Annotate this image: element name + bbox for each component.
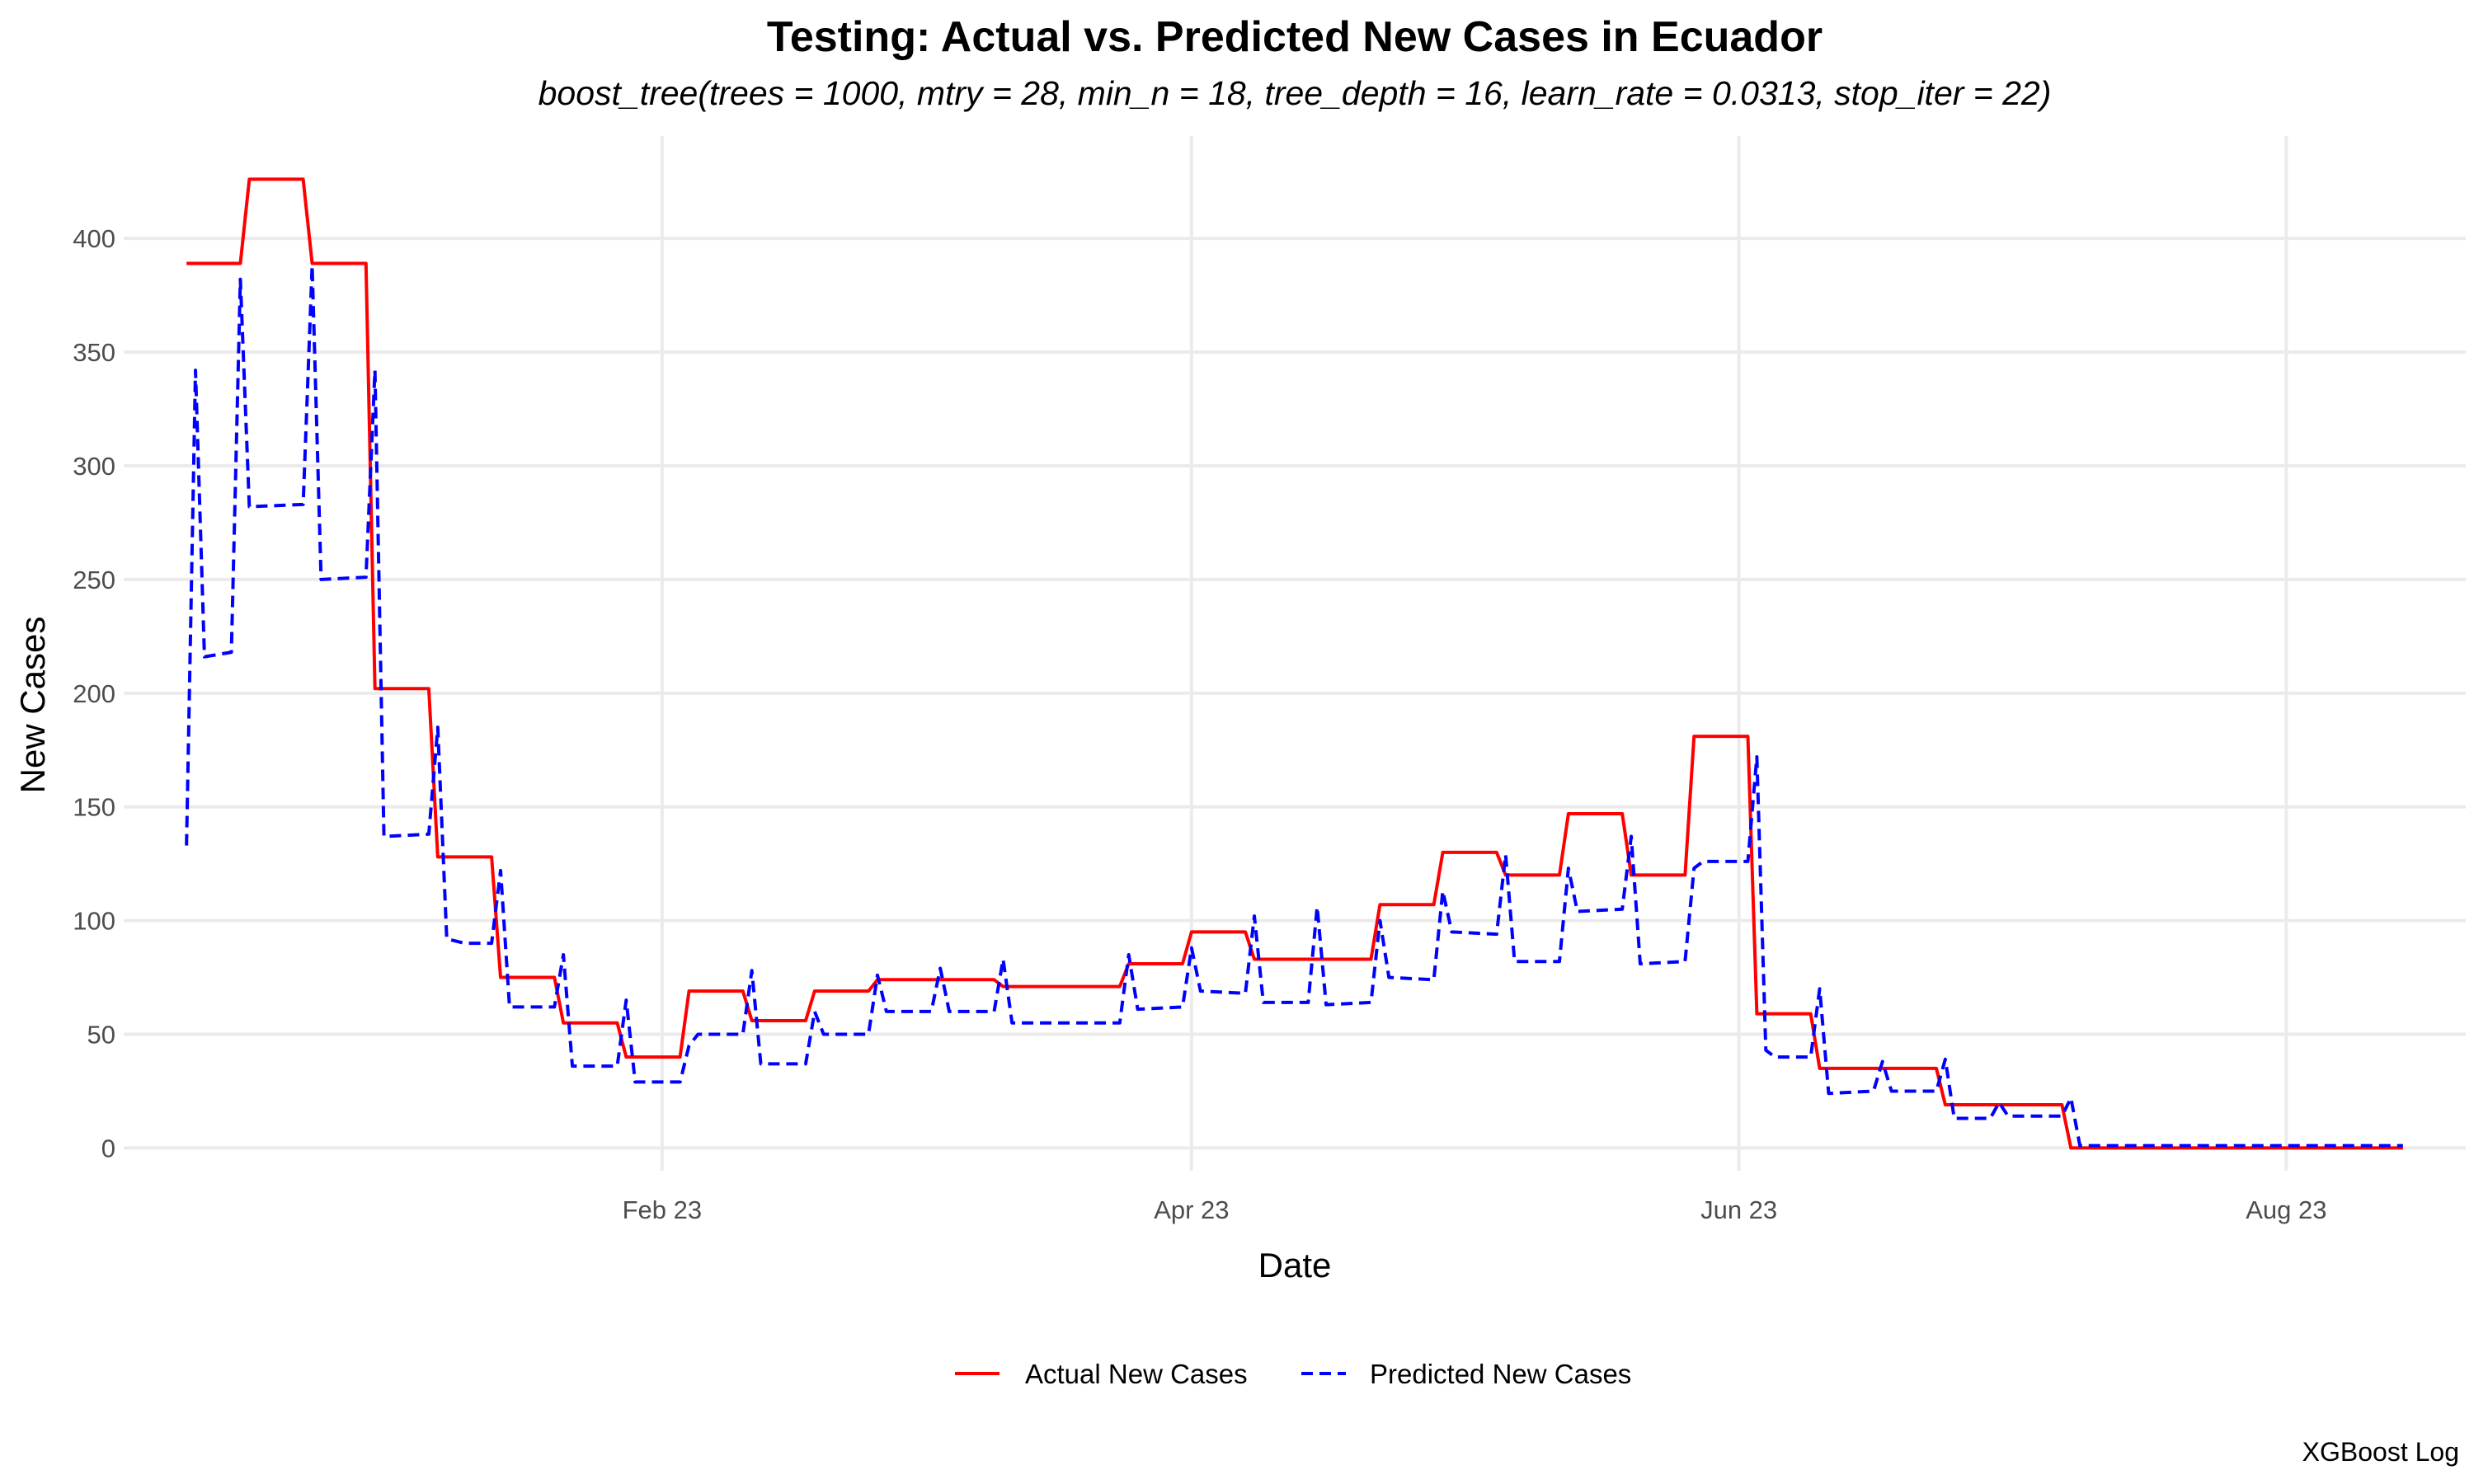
chart-caption: XGBoost Log [2302,1437,2459,1467]
y-tick-label: 100 [73,907,115,936]
y-tick-label: 350 [73,338,115,367]
chart-title: Testing: Actual vs. Predicted New Cases … [767,13,1823,61]
x-tick-label: Apr 23 [1154,1195,1229,1224]
x-tick-label: Aug 23 [2246,1195,2326,1224]
plot-series [185,177,2403,1150]
x-axis-ticks: Feb 23 Apr 23 Jun 23 Aug 23 [623,1195,2327,1224]
y-tick-label: 250 [73,566,115,594]
y-tick-label: 200 [73,679,115,708]
chart-subtitle: boost_tree(trees = 1000, mtry = 28, min_… [539,74,2052,112]
y-tick-label: 400 [73,224,115,253]
series-line-predicted [185,264,2403,1148]
legend-label-predicted: Predicted New Cases [1370,1359,1631,1389]
y-tick-label: 50 [87,1021,115,1050]
y-tick-label: 0 [101,1134,115,1162]
series-line-actual [186,177,2403,1150]
x-axis-title: Date [1258,1246,1332,1284]
y-tick-label: 150 [73,793,115,822]
y-tick-label: 300 [73,452,115,481]
grid-lines [124,136,2466,1171]
y-axis-ticks: 0 50 100 150 200 250 300 350 400 [73,224,115,1162]
y-axis-title: New Cases [13,617,52,794]
x-tick-label: Feb 23 [623,1195,703,1224]
x-tick-label: Jun 23 [1700,1195,1777,1224]
legend-label-actual: Actual New Cases [1025,1359,1248,1389]
legend: Actual New Cases Predicted New Cases [955,1359,1631,1389]
